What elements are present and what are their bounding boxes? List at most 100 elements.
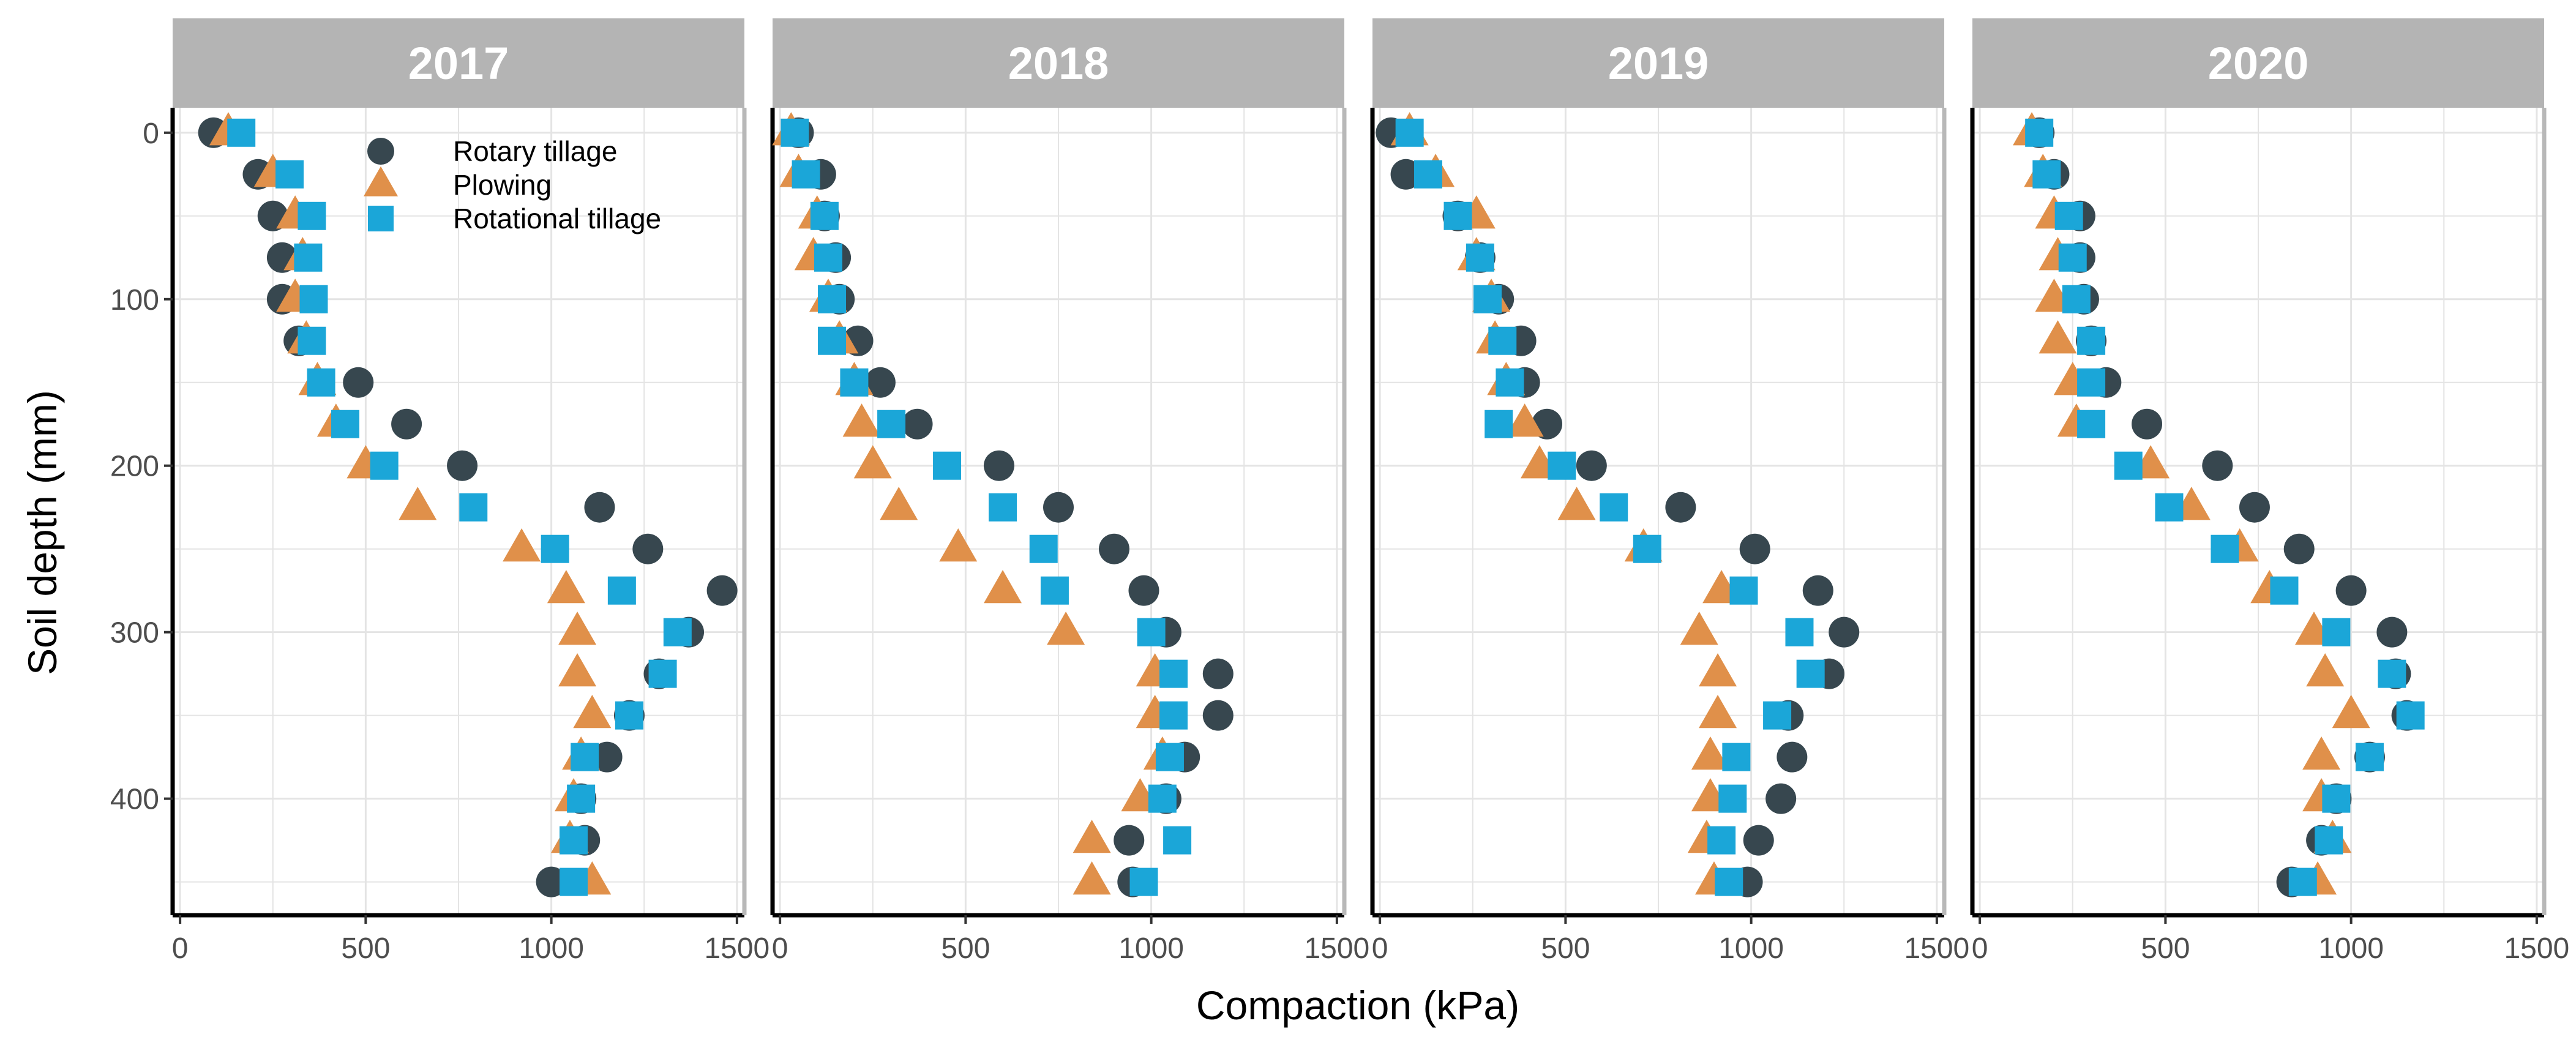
legend-key — [364, 166, 398, 197]
data-point — [818, 285, 847, 313]
data-point — [1129, 867, 1158, 896]
data-point — [984, 570, 1022, 604]
x-tick-label: 1000 — [519, 932, 584, 965]
data-point — [1073, 819, 1111, 853]
data-point — [2322, 784, 2351, 813]
data-point — [298, 326, 326, 355]
data-point — [989, 493, 1017, 522]
data-point — [2315, 826, 2343, 855]
data-point — [1466, 243, 1494, 272]
data-point — [781, 118, 809, 147]
data-point — [571, 743, 599, 771]
x-tick-label: 0 — [1972, 932, 1988, 965]
data-point — [1777, 741, 1808, 773]
data-point — [307, 368, 335, 397]
facet-strip-label: 2018 — [1008, 38, 1109, 89]
data-point — [706, 575, 738, 606]
x-tick-label: 0 — [772, 932, 788, 965]
data-point — [536, 866, 567, 897]
data-point — [275, 160, 304, 189]
data-point — [607, 576, 636, 605]
data-point — [2355, 743, 2384, 771]
data-point — [2058, 243, 2087, 272]
data-point — [1040, 576, 1069, 605]
x-tick-label: 1000 — [1718, 932, 1784, 965]
data-point — [558, 612, 597, 645]
data-point — [1137, 618, 1166, 646]
data-point — [1488, 326, 1517, 355]
data-point — [1715, 867, 1743, 896]
data-point — [1073, 861, 1111, 895]
data-point — [547, 570, 585, 604]
data-point — [573, 695, 612, 729]
data-point — [983, 450, 1014, 481]
facet-panel-2019: 2019 0 500 1000 1500 — [1370, 18, 1969, 965]
data-point — [1576, 450, 1607, 481]
data-point — [2396, 701, 2425, 730]
data-point — [2378, 659, 2406, 688]
data-point — [1802, 575, 1833, 606]
grid — [1372, 108, 1944, 915]
data-point — [615, 701, 643, 730]
data-point — [1202, 700, 1234, 731]
data-point — [1796, 659, 1825, 688]
data-point — [1557, 487, 1596, 520]
data-point — [1413, 160, 1442, 189]
data-point — [902, 408, 933, 440]
data-point — [2054, 201, 2083, 230]
data-point — [1098, 533, 1129, 564]
data-point — [1043, 492, 1074, 523]
data-point — [1155, 743, 1184, 771]
data-point — [560, 826, 588, 855]
data-point — [864, 367, 896, 398]
data-point — [814, 243, 842, 272]
data-point — [1699, 695, 1737, 729]
x-axis-title: Compaction (kPa) — [1196, 983, 1519, 1028]
data-point — [1722, 743, 1751, 771]
data-point — [2032, 160, 2061, 189]
y-tick-label: 300 — [110, 617, 159, 650]
data-point — [1505, 403, 1544, 437]
data-point — [2155, 493, 2184, 522]
data-point — [2283, 533, 2315, 564]
data-point — [1548, 451, 1576, 480]
data-point — [2077, 368, 2106, 397]
data-point — [2039, 320, 2077, 354]
data-point — [1163, 826, 1192, 855]
data-point — [1600, 493, 1628, 522]
data-point — [2077, 326, 2106, 355]
x-tick-label: 1000 — [2318, 932, 2384, 965]
y-tick-label: 200 — [110, 451, 159, 483]
facet-panel-2017: 2017 0 500 1000 1500 0 100 200 300 400 Rotary till… — [110, 18, 769, 965]
series-rotational-tillage — [2025, 118, 2425, 896]
x-tick-label: 500 — [941, 932, 990, 965]
data-point — [2376, 616, 2408, 648]
series-rotational-tillage — [1395, 118, 1825, 896]
data-point — [1395, 118, 1424, 147]
data-point — [370, 451, 399, 480]
data-point — [1633, 534, 1661, 563]
data-point — [818, 326, 847, 355]
data-point — [2211, 534, 2239, 563]
data-point — [1047, 612, 1085, 645]
data-point — [331, 410, 360, 438]
x-tick-label: 0 — [172, 932, 189, 965]
data-point — [591, 741, 623, 773]
data-point — [391, 408, 422, 440]
data-point — [2288, 867, 2317, 896]
y-axis-title: Soil depth (mm) — [20, 390, 65, 675]
data-point — [299, 285, 328, 313]
data-point — [1114, 825, 1145, 856]
y-tick-label: 0 — [143, 118, 159, 150]
facet-strip — [1372, 18, 1944, 108]
data-point — [1473, 285, 1502, 313]
data-point — [503, 528, 541, 562]
data-point — [1691, 736, 1729, 770]
data-point — [1202, 658, 1234, 689]
series-rotational-tillage — [781, 118, 1192, 896]
data-point — [663, 618, 692, 646]
data-point — [1029, 534, 1058, 563]
data-point — [2062, 285, 2091, 313]
series-rotational-tillage — [227, 118, 692, 896]
